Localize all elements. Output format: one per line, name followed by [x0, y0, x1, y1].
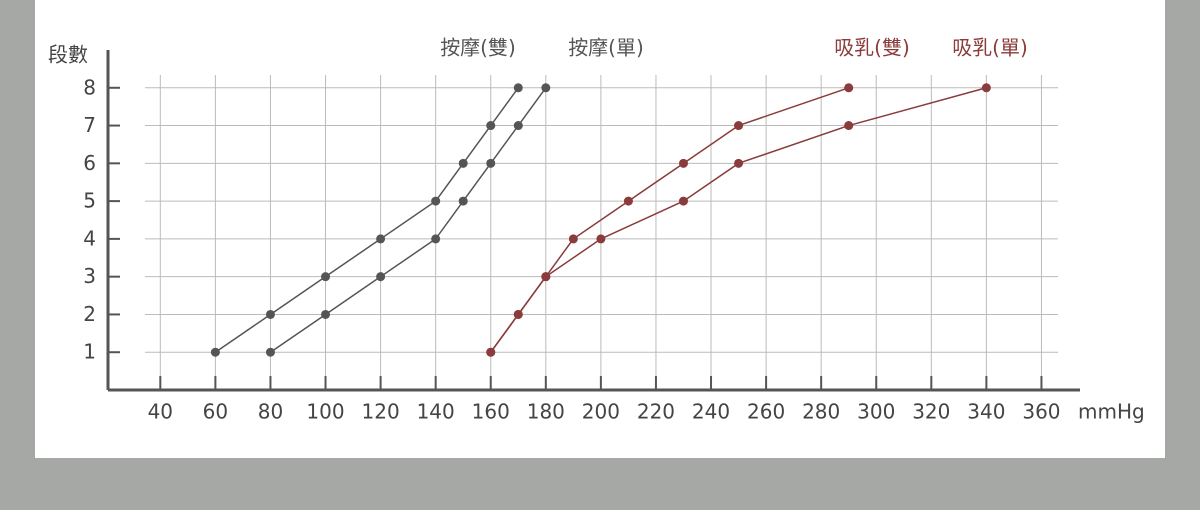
data-point [541, 83, 551, 93]
data-point [265, 309, 275, 319]
data-point [981, 83, 991, 93]
x-tick-label: 140 [417, 400, 455, 424]
legend-label: 按摩(單) [568, 36, 644, 60]
x-tick-label: 240 [692, 400, 730, 424]
x-tick-label: 80 [258, 400, 283, 424]
series-line [270, 87, 547, 353]
data-point [376, 272, 386, 282]
x-tick-label: 160 [472, 400, 510, 424]
data-point [734, 158, 744, 168]
x-tick-label: 320 [912, 400, 950, 424]
x-axis-label: mmHg [1078, 400, 1145, 424]
x-tick-label: 60 [203, 400, 228, 424]
y-tick-label: 5 [83, 189, 96, 213]
data-point [734, 121, 744, 131]
data-point [513, 121, 523, 131]
data-point [513, 83, 523, 93]
series-line [490, 87, 987, 353]
data-point [541, 272, 551, 282]
y-tick-label: 6 [83, 151, 96, 175]
y-axis-label: 段數 [48, 43, 88, 67]
legend-label: 吸乳(雙) [834, 36, 910, 60]
x-tick-label: 340 [967, 400, 1005, 424]
data-point [376, 234, 386, 244]
data-point [458, 196, 468, 206]
y-tick-label: 1 [83, 340, 96, 364]
data-point [678, 158, 688, 168]
y-tick-label: 7 [83, 113, 96, 137]
y-tick-label: 8 [83, 75, 96, 99]
y-tick-label: 2 [83, 302, 96, 326]
data-point [678, 196, 688, 206]
legend-label: 吸乳(單) [952, 36, 1028, 60]
data-point [458, 158, 468, 168]
data-point [513, 309, 523, 319]
data-point [431, 196, 441, 206]
data-point [568, 234, 578, 244]
x-tick-label: 300 [857, 400, 895, 424]
data-point [486, 347, 496, 357]
data-point [596, 234, 606, 244]
data-point [321, 272, 331, 282]
data-point [844, 121, 854, 131]
data-point [321, 309, 331, 319]
series-line [214, 87, 519, 353]
x-tick-label: 180 [527, 400, 565, 424]
data-point [265, 347, 275, 357]
data-point [486, 158, 496, 168]
x-tick-label: 40 [148, 400, 173, 424]
x-tick-label: 360 [1022, 400, 1060, 424]
x-tick-label: 280 [802, 400, 840, 424]
data-point [431, 234, 441, 244]
x-tick-label: 120 [362, 400, 400, 424]
y-tick-label: 4 [83, 226, 96, 250]
data-point [844, 83, 854, 93]
data-point [210, 347, 220, 357]
legend-label: 按摩(雙) [440, 36, 516, 60]
x-tick-label: 220 [637, 400, 675, 424]
data-point [623, 196, 633, 206]
y-tick-label: 3 [83, 264, 96, 288]
x-tick-label: 100 [306, 400, 344, 424]
x-tick-label: 200 [582, 400, 620, 424]
data-point [486, 121, 496, 131]
x-tick-label: 260 [747, 400, 785, 424]
